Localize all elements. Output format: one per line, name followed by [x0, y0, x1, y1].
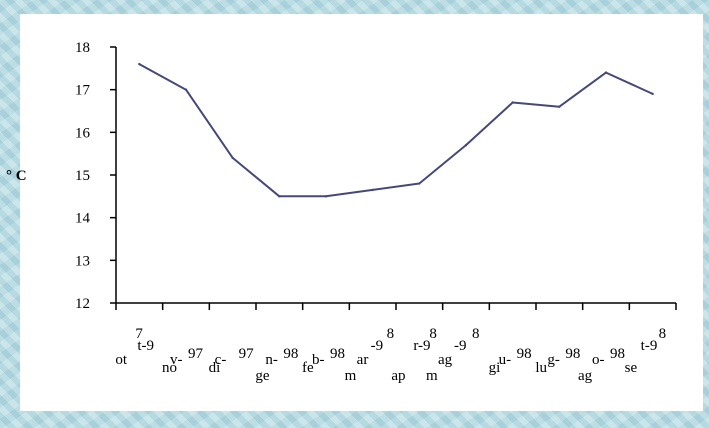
- y-tick-label: 13: [75, 253, 90, 269]
- y-tick-label: 12: [75, 296, 90, 312]
- y-tick-label: 14: [75, 211, 91, 227]
- data-point: [464, 143, 468, 147]
- x-tick-label-fragment: 7: [135, 326, 143, 342]
- x-tick-label-fragment: ag: [578, 368, 593, 384]
- y-axis-label: ° C: [6, 168, 27, 184]
- x-tick-label-fragment: t-9: [137, 338, 154, 354]
- x-tick-label-fragment: t-9: [641, 338, 658, 354]
- x-tick-label-fragment: 8: [387, 326, 395, 342]
- x-tick-label-fragment: g-: [547, 352, 560, 368]
- y-tick-label: 17: [75, 83, 91, 99]
- x-tick-label-fragment: ap: [391, 368, 405, 384]
- y-axis-ticks: 12 13 14 15 16 17 18: [75, 40, 116, 312]
- data-point: [138, 62, 141, 66]
- x-tick-label-fragment: 98: [565, 346, 580, 362]
- data-point: [511, 101, 514, 104]
- y-tick-label: 18: [75, 40, 90, 56]
- x-tick-label-fragment: lu: [535, 360, 547, 376]
- chart-axes: [115, 47, 677, 310]
- x-tick-label-fragment: 97: [188, 346, 204, 362]
- x-tick-label-fragment: no: [162, 360, 177, 376]
- data-point: [604, 71, 608, 74]
- x-tick-label-fragment: -9: [371, 338, 384, 354]
- x-tick-label-fragment: n-: [265, 352, 278, 368]
- x-tick-label-fragment: ot: [115, 352, 128, 368]
- data-point: [558, 105, 561, 108]
- data-point: [324, 195, 328, 198]
- x-tick-label-fragment: b-: [312, 352, 325, 368]
- data-point: [371, 188, 374, 192]
- x-tick-label-fragment: 98: [517, 346, 532, 362]
- x-tick-label-fragment: 8: [472, 326, 480, 342]
- data-point: [231, 156, 234, 160]
- data-point: [418, 182, 421, 185]
- series-line: [138, 63, 654, 198]
- x-tick-label-fragment: 98: [330, 346, 345, 362]
- x-tick-label-fragment: ar: [357, 352, 369, 368]
- data-point: [184, 88, 188, 91]
- x-tick-label-fragment: 98: [610, 346, 625, 362]
- x-tick-label-fragment: 97: [239, 346, 255, 362]
- x-tick-label-fragment: 8: [659, 326, 667, 342]
- data-point: [278, 195, 281, 198]
- chart-panel: [20, 14, 703, 411]
- x-tick-label-fragment: se: [625, 360, 638, 376]
- x-tick-label-fragment: ag: [438, 352, 453, 368]
- y-tick-label: 16: [75, 125, 91, 141]
- x-tick-label-fragment: 98: [283, 346, 298, 362]
- x-tick-label-fragment: o-: [592, 352, 605, 368]
- x-tick-label-fragment: di: [209, 360, 221, 376]
- data-point: [651, 92, 654, 96]
- series-layer: [138, 62, 654, 198]
- x-tick-label-fragment: ge: [255, 368, 269, 384]
- x-tick-label-fragment: r-9: [413, 338, 430, 354]
- x-tick-label-fragment: gi: [489, 360, 501, 376]
- x-tick-label-fragment: 8: [429, 326, 437, 342]
- x-tick-label-fragment: u-: [499, 352, 512, 368]
- y-tick-label: 15: [75, 168, 90, 184]
- x-tick-label-fragment: c-: [215, 352, 227, 368]
- x-tick-label-fragment: m: [345, 368, 357, 384]
- x-tick-label-fragment: v-: [170, 352, 183, 368]
- x-tick-label-fragment: fe: [302, 360, 314, 376]
- x-tick-label-fragment: -9: [454, 338, 467, 354]
- x-tick-label-fragment: m: [426, 368, 438, 384]
